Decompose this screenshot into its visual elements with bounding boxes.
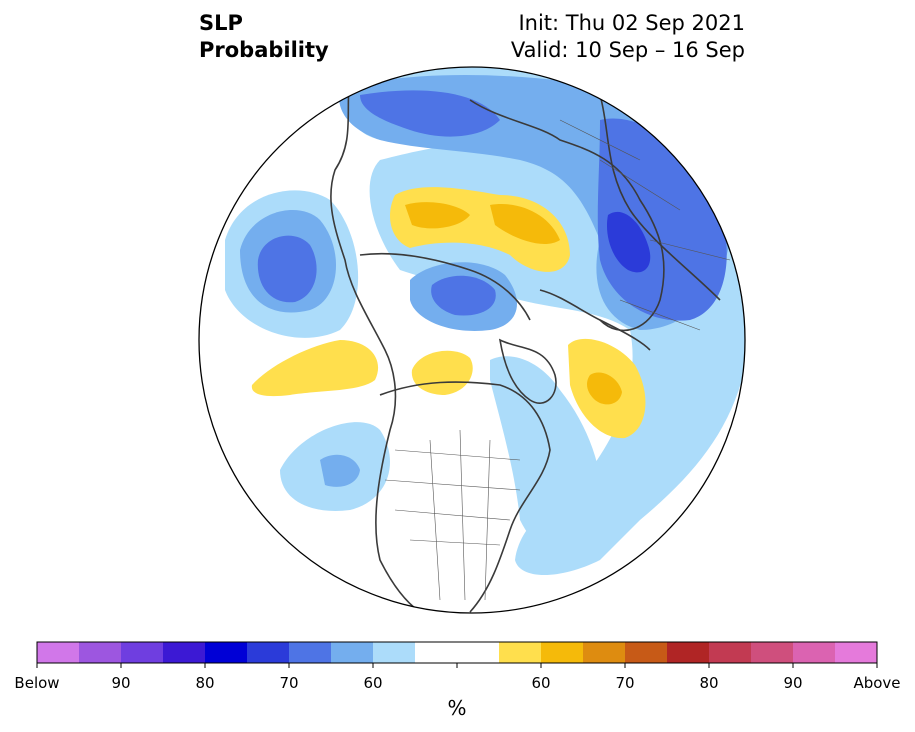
above-region-greenland-core xyxy=(587,372,622,405)
coastlines xyxy=(330,74,721,613)
colorbar-label-60-above: 60 xyxy=(531,674,551,692)
colorbar-label-90-below: 90 xyxy=(111,674,131,692)
colorbar-label-70-below: 70 xyxy=(279,674,299,692)
colorbar-swatch xyxy=(331,642,374,663)
colorbar-swatch xyxy=(541,642,584,663)
below-region-strong-arctic xyxy=(431,275,496,316)
colorbar-swatch xyxy=(709,642,752,663)
colorbar-swatch xyxy=(247,642,290,663)
borders xyxy=(384,119,731,601)
colorbar-label-60-below: 60 xyxy=(363,674,383,692)
colorbar-label-above: Above xyxy=(853,674,901,692)
colorbar-swatch xyxy=(163,642,206,663)
above-region-siberia-core xyxy=(405,202,560,245)
above-region-pacific xyxy=(251,340,379,397)
colorbar-swatch xyxy=(37,642,80,663)
colorbar-label-90-above: 90 xyxy=(783,674,803,692)
colorbar-swatch xyxy=(79,642,122,663)
valid-range: Valid: 10 Sep – 16 Sep xyxy=(510,38,745,62)
colorbar-swatch xyxy=(415,642,458,663)
colorbar-label-80-above: 80 xyxy=(699,674,719,692)
map-dates: Init: Thu 02 Sep 2021 Valid: 10 Sep – 16… xyxy=(511,10,745,64)
below-region-strong-north xyxy=(360,90,500,137)
colorbar-label-below: Below xyxy=(14,674,60,692)
colorbar-swatch xyxy=(457,642,500,663)
probability-field xyxy=(199,67,745,613)
colorbar xyxy=(36,641,878,668)
below-region-strong-west xyxy=(257,235,317,303)
below-region-mid-pacific xyxy=(320,454,360,487)
init-date: Init: Thu 02 Sep 2021 xyxy=(518,11,745,35)
title-type: Probability xyxy=(199,38,329,62)
colorbar-unit: % xyxy=(447,696,467,720)
colorbar-swatch xyxy=(793,642,836,663)
below-region-stronger xyxy=(606,211,651,273)
colorbar-swatch xyxy=(625,642,668,663)
colorbar-swatch xyxy=(751,642,794,663)
colorbar-swatch xyxy=(499,642,542,663)
polar-map xyxy=(198,66,746,614)
colorbar-swatch xyxy=(667,642,710,663)
colorbar-swatch xyxy=(583,642,626,663)
map-boundary xyxy=(198,66,746,614)
map-title: SLP Probability xyxy=(199,10,329,64)
colorbar-swatch xyxy=(205,642,248,663)
title-variable: SLP xyxy=(199,11,243,35)
colorbar-label-70-above: 70 xyxy=(615,674,635,692)
colorbar-swatch xyxy=(121,642,164,663)
colorbar-label-80-below: 80 xyxy=(195,674,215,692)
colorbar-swatch xyxy=(289,642,332,663)
below-region-light-hudson xyxy=(490,356,604,560)
colorbar-swatch xyxy=(835,642,878,663)
colorbar-swatch xyxy=(373,642,416,663)
